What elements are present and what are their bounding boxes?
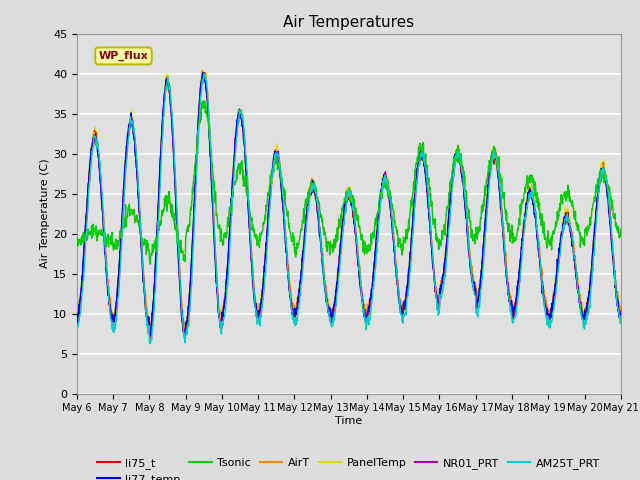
Text: WP_flux: WP_flux: [99, 51, 148, 61]
Title: Air Temperatures: Air Temperatures: [284, 15, 414, 30]
Legend: li75_t, li77_temp, Tsonic, AirT, PanelTemp, NR01_PRT, AM25T_PRT: li75_t, li77_temp, Tsonic, AirT, PanelTe…: [93, 453, 605, 480]
Y-axis label: Air Temperature (C): Air Temperature (C): [40, 159, 50, 268]
X-axis label: Time: Time: [335, 416, 362, 426]
